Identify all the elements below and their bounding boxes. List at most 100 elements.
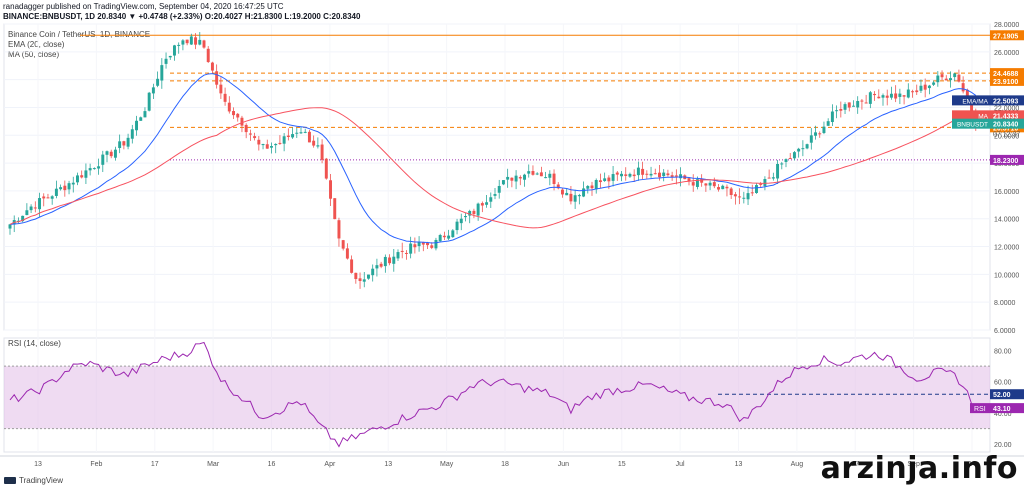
level-label: 23.9100 xyxy=(993,79,1018,86)
candles xyxy=(8,32,978,289)
candle-body xyxy=(413,244,417,248)
price-label-value: 21.4333 xyxy=(993,113,1018,120)
candle-body xyxy=(674,175,678,177)
candle-body xyxy=(868,92,872,104)
price-tick-label: 14.0000 xyxy=(994,217,1019,224)
candle-body xyxy=(835,110,839,112)
candle-body xyxy=(29,206,33,211)
indicator-lines xyxy=(9,73,977,448)
candle-body xyxy=(961,83,965,92)
level-label: 24.4688 xyxy=(993,71,1018,78)
candle-body xyxy=(286,135,290,137)
candle-body xyxy=(122,141,126,146)
tradingview-icon xyxy=(4,477,16,485)
candle-body xyxy=(185,39,189,44)
rsi-tick-label: 80.00 xyxy=(994,348,1012,355)
candle-body xyxy=(303,131,307,133)
candle-body xyxy=(864,102,868,104)
legend-ma[interactable]: MA (50, close) xyxy=(8,50,60,59)
time-tick-label: Aug xyxy=(791,461,804,468)
legend-symbol[interactable]: Binance Coin / TetherUS, 1D, BINANCE xyxy=(8,30,151,39)
candle-body xyxy=(396,252,400,259)
candle-body xyxy=(670,175,674,177)
candle-body xyxy=(219,84,223,94)
candle-body xyxy=(392,256,396,264)
candle-body xyxy=(493,194,497,196)
candle-body xyxy=(729,188,733,196)
rsi-name-box xyxy=(970,403,990,414)
candle-body xyxy=(923,84,927,90)
candle-body xyxy=(620,173,623,177)
level-label-box xyxy=(990,30,1024,41)
candle-body xyxy=(468,210,472,216)
candle-body xyxy=(151,87,155,94)
candle-body xyxy=(615,172,619,175)
time-tick-label: 17 xyxy=(851,461,859,468)
candle-body xyxy=(67,183,71,190)
candle-body xyxy=(531,171,535,175)
time-tick-label: Apr xyxy=(324,461,336,468)
rsi-band xyxy=(4,365,990,430)
level-label-box xyxy=(990,154,1024,165)
rsi-line xyxy=(9,341,977,448)
time-tick-label: 14 xyxy=(968,461,976,468)
candle-body xyxy=(662,172,666,177)
candle-body xyxy=(717,187,720,190)
candle-body xyxy=(666,173,670,176)
candle-body xyxy=(788,158,792,160)
price-pane xyxy=(3,23,991,331)
candle-body xyxy=(400,250,404,252)
candle-body xyxy=(189,36,193,45)
candle-body xyxy=(21,215,25,222)
candle-body xyxy=(936,75,940,83)
candle-body xyxy=(472,210,476,215)
candle-body xyxy=(679,174,683,179)
candle-body xyxy=(725,186,729,189)
tradingview-logo[interactable]: TradingView xyxy=(4,476,63,485)
candle-body xyxy=(105,151,109,155)
legend-rsi[interactable]: RSI (14, close) xyxy=(8,339,61,348)
time-tick-label: Mar xyxy=(207,461,220,468)
price-label-value-box xyxy=(990,110,1024,121)
candle-body xyxy=(957,74,961,82)
candle-body xyxy=(708,182,712,186)
candle-body xyxy=(687,178,691,182)
candle-body xyxy=(375,265,379,269)
candle-body xyxy=(168,55,172,58)
candle-body xyxy=(489,197,493,202)
candle-body xyxy=(805,144,809,149)
time-tick-label: 13 xyxy=(384,461,392,468)
candle-body xyxy=(932,82,936,85)
candle-body xyxy=(733,194,737,197)
candle-body xyxy=(278,142,282,144)
price-tick-label: 6.0000 xyxy=(994,328,1016,335)
legend-ema[interactable]: EMA (20, close) xyxy=(8,40,65,49)
candle-body xyxy=(227,102,231,112)
candle-body xyxy=(476,203,480,216)
candle-body xyxy=(535,173,539,175)
candle-body xyxy=(763,179,767,186)
candle-body xyxy=(173,45,176,56)
time-tick-label: Feb xyxy=(90,461,102,468)
candle-body xyxy=(603,178,607,182)
candle-body xyxy=(852,105,855,107)
candle-body xyxy=(565,192,569,196)
candle-body xyxy=(198,39,202,45)
candle-body xyxy=(755,185,758,193)
candle-body xyxy=(8,224,12,229)
price-tick-label: 12.0000 xyxy=(994,245,1019,252)
candle-body xyxy=(653,173,657,175)
candle-body xyxy=(927,85,931,89)
candle-body xyxy=(409,243,413,254)
candle-body xyxy=(843,104,847,110)
price-tick-label: 8.0000 xyxy=(994,300,1016,307)
candle-body xyxy=(556,184,560,189)
candle-body xyxy=(240,117,244,126)
candle-body xyxy=(898,93,902,97)
candle-body xyxy=(25,210,29,216)
candle-body xyxy=(54,188,58,196)
candle-body xyxy=(691,182,695,186)
candle-body xyxy=(459,218,463,224)
